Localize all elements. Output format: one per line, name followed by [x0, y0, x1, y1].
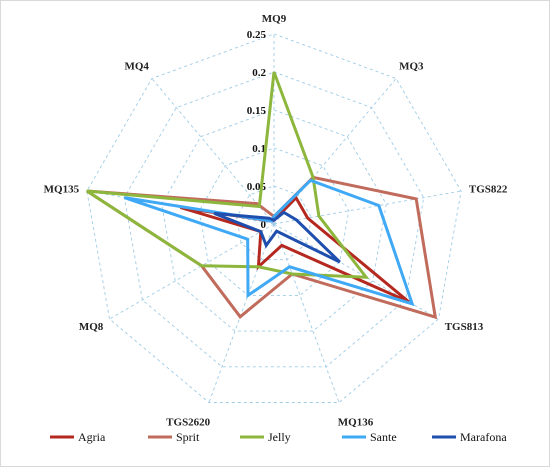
- legend-label: Jelly: [268, 430, 291, 444]
- axis-label: MQ135: [44, 184, 80, 196]
- axis-label: MQ136: [338, 417, 374, 429]
- grid-spoke: [86, 190, 275, 225]
- axis-label: TGS822: [469, 184, 508, 196]
- legend-label: Sprit: [176, 430, 200, 444]
- axis-label: TGS2620: [166, 417, 211, 429]
- legend: Agria Sprit Jelly Sante Marafona: [50, 430, 507, 444]
- axis-label: MQ3: [399, 61, 424, 73]
- tick-label: 0.2: [252, 67, 266, 79]
- series-marafona: [213, 210, 341, 264]
- axis-label: TGS813: [445, 321, 484, 333]
- tick-label: 0.15: [247, 105, 267, 117]
- grid-spoke: [273, 223, 340, 403]
- tick-label: 0.25: [247, 29, 267, 41]
- grid-spoke: [151, 78, 275, 225]
- grid-ring: [86, 33, 462, 403]
- axis-labels: MQ9 MQ3 TGS822 TGS813 MQ136 TGS2620 MQ8 MQ135 MQ…: [44, 13, 508, 429]
- axis-label: MQ9: [262, 13, 287, 25]
- tick-label: 0.05: [247, 181, 267, 193]
- series-sante: [123, 178, 415, 307]
- tick-label: 0.1: [252, 143, 266, 155]
- grid-spoke: [208, 223, 275, 403]
- legend-label: Agria: [78, 430, 106, 444]
- tick-label: 0: [261, 219, 267, 231]
- grid-ring: [161, 109, 387, 332]
- data-series: [86, 71, 438, 320]
- legend-label: Marafona: [460, 430, 507, 444]
- axis-label: MQ4: [124, 61, 149, 73]
- radial-tick-labels: 0 0.05 0.1 0.15 0.2 0.25: [247, 29, 267, 231]
- legend-label: Sante: [370, 430, 397, 444]
- series-jelly: [86, 71, 370, 279]
- grid-spoke: [273, 190, 462, 225]
- axis-label: MQ8: [79, 321, 104, 333]
